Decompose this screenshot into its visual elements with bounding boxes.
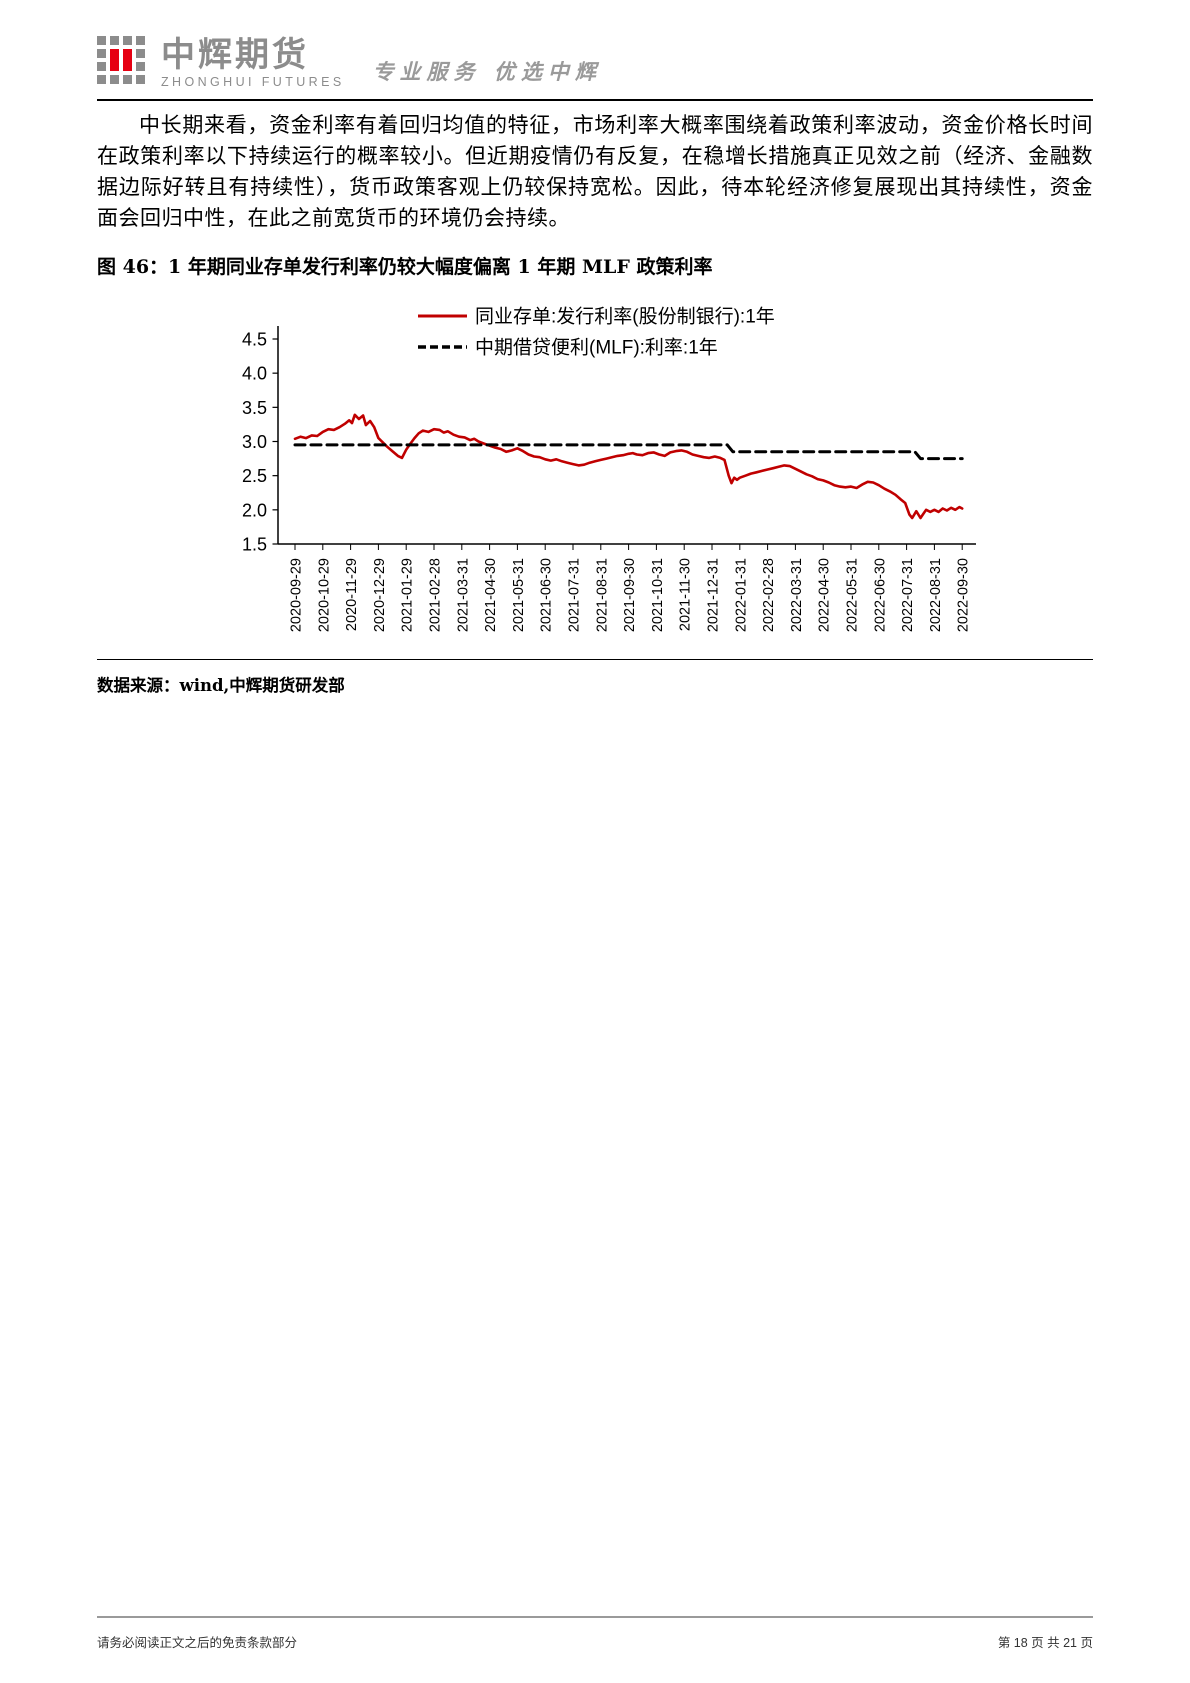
data-source-note: 数据来源：wind,中辉期货研发部 (97, 676, 345, 695)
x-tick-label: 2021-06-30 (539, 558, 555, 632)
brand-name-en: ZHONGHUI FUTURES (161, 74, 345, 89)
x-tick-label: 2021-07-31 (567, 558, 583, 632)
y-tick-label: 3.0 (242, 432, 267, 452)
page-content: 中辉期货 ZHONGHUI FUTURES 专业服务 优选中辉 中长期来看，资金… (97, 0, 1093, 1683)
footer-page-number: 第 18 页 共 21 页 (997, 1636, 1093, 1650)
x-tick-label: 2020-09-29 (289, 558, 305, 632)
x-tick-label: 2021-09-30 (622, 558, 638, 632)
y-tick-label: 4.5 (242, 330, 267, 350)
x-tick-label: 2021-11-30 (678, 558, 694, 631)
x-tick-label: 2021-04-30 (483, 558, 499, 632)
x-tick-label: 2021-01-29 (400, 558, 416, 632)
brand-name-cn: 中辉期货 (161, 35, 309, 74)
x-tick-label: 2022-06-30 (872, 558, 888, 632)
x-tick-label: 2022-07-31 (900, 558, 916, 632)
body-paragraph: 中长期来看，资金利率有着回归均值的特征，市场利率大概率围绕着政策利率波动，资金价… (97, 113, 1093, 230)
x-tick-label: 2022-05-31 (845, 558, 861, 632)
y-tick-label: 1.5 (242, 535, 267, 555)
footer: 请务必阅读正文之后的免责条款部分 第 18 页 共 21 页 (97, 1632, 1093, 1651)
x-tick-label: 2022-02-28 (761, 558, 777, 632)
y-tick-label: 4.0 (242, 364, 267, 384)
x-tick-label: 2021-03-31 (455, 558, 471, 632)
legend-label: 中期借贷便利(MLF):利率:1年 (475, 337, 718, 359)
x-tick-label: 2020-12-29 (372, 558, 388, 632)
x-tick-label: 2022-01-31 (733, 558, 749, 632)
footer-disclaimer: 请务必阅读正文之后的免责条款部分 (97, 1636, 298, 1650)
figure-divider (97, 659, 1093, 660)
brand-tagline: 专业服务 优选中辉 (372, 59, 602, 84)
rate-chart-svg: 4.5 4.0 3.5 3.0 2.5 2.0 1.5 2020-09-29 2020-10-2… (242, 306, 976, 632)
rate-chart: 4.5 4.0 3.5 3.0 2.5 2.0 1.5 2020-09-29 2020-10-2… (230, 296, 990, 652)
x-tick-label: 2022-04-30 (817, 558, 833, 632)
x-tick-label: 2022-09-30 (956, 558, 972, 632)
x-tick-label: 2021-05-31 (511, 558, 527, 632)
x-tick-label: 2021-10-31 (650, 558, 666, 632)
x-tick-label: 2020-10-29 (316, 558, 332, 632)
footer-divider (97, 1616, 1093, 1618)
x-tick-label: 2021-08-31 (594, 558, 610, 632)
legend-label: 同业存单:发行利率(股份制银行):1年 (475, 306, 775, 328)
x-tick-label: 2021-12-31 (706, 558, 722, 632)
x-tick-label: 2020-11-29 (344, 558, 360, 631)
y-tick-label: 3.5 (242, 398, 267, 418)
figure-title: 图 46：1 年期同业存单发行利率仍较大幅度偏离 1 年期 MLF 政策利率 (97, 256, 713, 278)
brand-text: 中辉期货 ZHONGHUI FUTURES (161, 38, 345, 89)
y-tick-label: 2.0 (242, 500, 267, 520)
y-tick-label: 2.5 (242, 466, 267, 486)
header-divider (97, 99, 1093, 101)
x-tick-label: 2021-02-28 (428, 558, 444, 632)
x-tick-label: 2022-03-31 (789, 558, 805, 632)
series-line-0 (293, 413, 964, 520)
series-line-1 (293, 443, 964, 461)
company-logo-grid-icon (97, 36, 147, 88)
x-tick-label: 2022-08-31 (928, 558, 944, 632)
header: 中辉期货 ZHONGHUI FUTURES 专业服务 优选中辉 (97, 36, 602, 88)
